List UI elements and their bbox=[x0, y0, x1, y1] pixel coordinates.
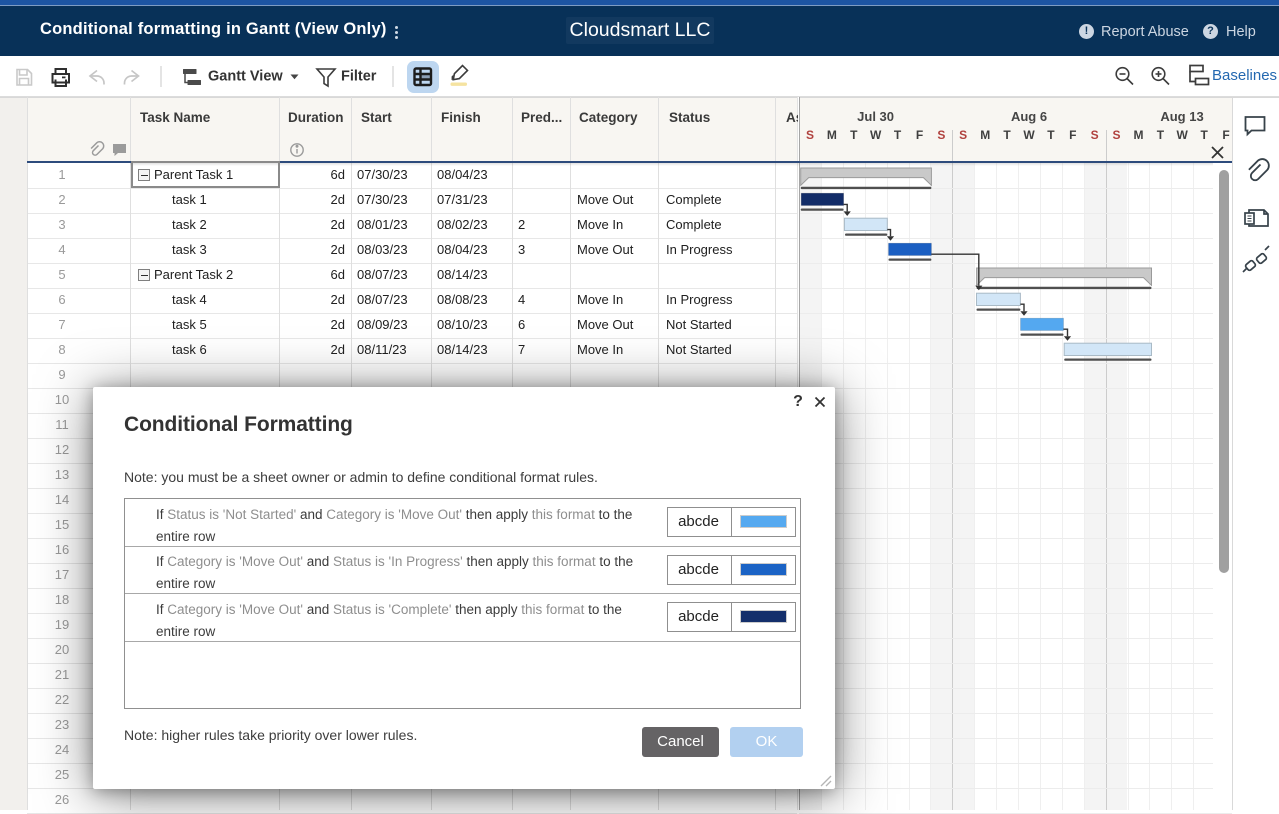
svg-text:Baselines: Baselines bbox=[1212, 67, 1277, 84]
svg-text:Gantt View: Gantt View bbox=[208, 69, 283, 85]
svg-text:Filter: Filter bbox=[341, 69, 377, 85]
